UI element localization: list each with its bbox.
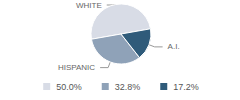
svg-text:HISPANIC: HISPANIC <box>58 63 95 72</box>
svg-text:32.8%: 32.8% <box>115 82 141 92</box>
svg-text:A.I.: A.I. <box>168 42 180 51</box>
svg-text:50.0%: 50.0% <box>56 82 82 92</box>
svg-text:17.2%: 17.2% <box>173 82 199 92</box>
svg-text:WHITE: WHITE <box>76 1 102 10</box>
